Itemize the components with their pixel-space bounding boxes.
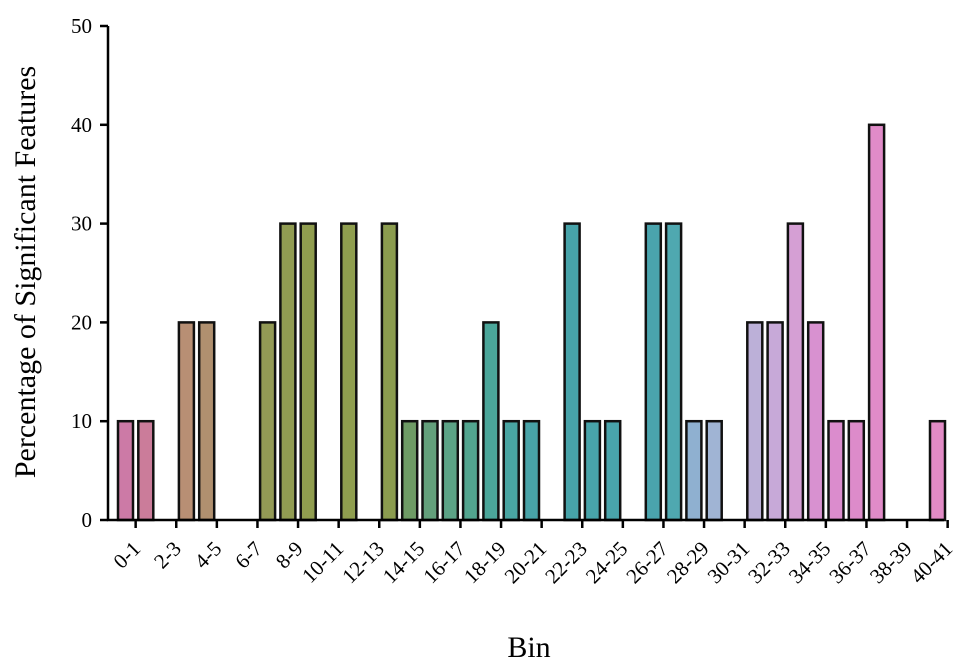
x-tick-label: 22-23	[540, 537, 592, 589]
bar-37	[867, 123, 886, 522]
bar-11	[340, 222, 358, 522]
bar-7	[258, 321, 277, 522]
y-tick-label: 0	[82, 508, 93, 532]
bar-36	[847, 419, 866, 522]
bar-23	[583, 419, 602, 522]
bar-33	[786, 222, 805, 522]
x-tick-label: 0-1	[108, 537, 145, 574]
bar-34	[806, 321, 825, 522]
x-tick-label: 38-39	[865, 537, 917, 589]
x-tick-label: 34-35	[784, 537, 836, 589]
y-axis-label: Percentage of Significant Features	[9, 66, 42, 478]
bar-1	[137, 419, 155, 522]
bar-17	[461, 419, 480, 522]
y-tick-label: 50	[71, 14, 92, 38]
x-tick-label: 36-37	[824, 537, 876, 589]
bar-32	[766, 321, 784, 522]
y-tick-label: 10	[71, 409, 92, 433]
x-tick-label: 16-17	[418, 537, 470, 589]
x-tick-label: 10-11	[297, 537, 348, 588]
bar-40	[928, 419, 947, 522]
bar-9	[299, 222, 317, 522]
bar-20	[522, 419, 541, 522]
bar-8	[279, 222, 297, 522]
x-axis-ticks: 0-1 2-3 4-5 6-7 8-910-1112-1314-1516-1718-19…	[108, 520, 957, 588]
x-tick-label: 26-27	[621, 537, 673, 589]
x-tick-label: 18-19	[459, 537, 511, 589]
bar-26	[644, 222, 663, 522]
x-tick-label: 14-15	[378, 537, 430, 589]
y-tick-label: 40	[71, 113, 92, 137]
bar-19	[502, 419, 520, 522]
y-axis-ticks: 0 10 20 30 40 50	[71, 14, 108, 532]
bar-3	[177, 321, 196, 522]
bar-15	[421, 419, 439, 522]
bar-4	[197, 321, 216, 522]
bar-29	[705, 419, 723, 522]
bar-14	[400, 419, 419, 522]
x-tick-label: 12-13	[337, 537, 389, 589]
y-tick-label: 20	[71, 310, 92, 334]
bar-27	[664, 222, 683, 522]
y-tick-label: 30	[71, 212, 92, 236]
x-tick-label: 30-31	[703, 537, 755, 589]
x-tick-label: 28-29	[662, 537, 714, 589]
bar-28	[685, 419, 703, 522]
bar-13	[380, 222, 399, 522]
bars-group	[116, 123, 947, 522]
x-tick-label: 20-21	[500, 537, 552, 589]
x-tick-label: 6-7	[230, 537, 267, 574]
bar-0	[116, 419, 135, 522]
x-tick-label: 24-25	[581, 537, 633, 589]
bar-18	[482, 321, 500, 522]
x-tick-label: 32-33	[743, 537, 795, 589]
x-axis-label: Bin	[507, 631, 550, 664]
x-tick-label: 40-41	[906, 537, 958, 589]
bar-22	[563, 222, 581, 522]
bar-24	[603, 419, 622, 522]
bar-35	[827, 419, 845, 522]
x-tick-label: 4-5	[190, 537, 227, 574]
bar-31	[746, 321, 764, 522]
bar-16	[441, 419, 460, 522]
x-tick-label: 2-3	[149, 537, 186, 574]
